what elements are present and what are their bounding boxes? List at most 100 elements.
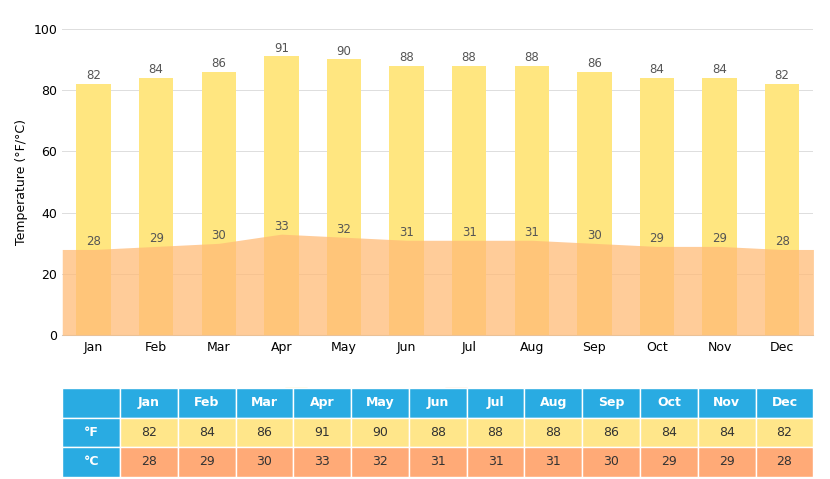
Text: 31: 31 bbox=[525, 226, 540, 239]
Bar bbox=[640, 78, 674, 335]
Bar bbox=[640, 447, 698, 477]
Bar bbox=[293, 447, 351, 477]
Text: 84: 84 bbox=[198, 426, 215, 439]
Text: 32: 32 bbox=[336, 223, 351, 236]
Text: 28: 28 bbox=[777, 456, 793, 468]
Bar bbox=[178, 388, 236, 418]
Text: 33: 33 bbox=[315, 456, 330, 468]
Legend: Average Temp(°F), Average Temp(°C): Average Temp(°F), Average Temp(°C) bbox=[281, 385, 594, 405]
Bar bbox=[466, 388, 525, 418]
Bar bbox=[409, 388, 466, 418]
Text: 84: 84 bbox=[712, 63, 727, 76]
Bar bbox=[640, 418, 698, 447]
Y-axis label: Temperature (°F/°C): Temperature (°F/°C) bbox=[15, 119, 28, 245]
Bar bbox=[62, 447, 120, 477]
Text: 88: 88 bbox=[545, 426, 561, 439]
Text: 84: 84 bbox=[149, 63, 164, 76]
Text: Oct: Oct bbox=[657, 396, 681, 409]
Bar bbox=[583, 418, 640, 447]
Text: 84: 84 bbox=[661, 426, 677, 439]
Text: 82: 82 bbox=[774, 69, 789, 82]
Text: 33: 33 bbox=[274, 219, 289, 233]
Bar bbox=[236, 418, 293, 447]
Bar bbox=[515, 66, 549, 335]
Text: 31: 31 bbox=[461, 226, 476, 239]
Text: 31: 31 bbox=[488, 456, 504, 468]
Bar bbox=[139, 78, 173, 335]
Text: 90: 90 bbox=[372, 426, 388, 439]
Bar bbox=[236, 447, 293, 477]
Text: 29: 29 bbox=[649, 232, 664, 245]
Text: 88: 88 bbox=[461, 51, 476, 64]
Text: 82: 82 bbox=[777, 426, 793, 439]
Bar bbox=[466, 447, 525, 477]
Bar bbox=[409, 418, 466, 447]
Bar bbox=[178, 418, 236, 447]
Text: 88: 88 bbox=[487, 426, 504, 439]
Text: 84: 84 bbox=[649, 63, 664, 76]
Bar bbox=[577, 72, 612, 335]
Text: 86: 86 bbox=[603, 426, 619, 439]
Bar bbox=[452, 66, 486, 335]
Bar bbox=[698, 418, 755, 447]
Bar bbox=[583, 447, 640, 477]
Bar bbox=[583, 388, 640, 418]
Text: 84: 84 bbox=[719, 426, 735, 439]
Bar bbox=[525, 388, 583, 418]
Bar bbox=[351, 418, 409, 447]
Bar bbox=[409, 447, 466, 477]
Bar bbox=[755, 388, 813, 418]
Text: 31: 31 bbox=[430, 456, 446, 468]
Bar bbox=[76, 84, 110, 335]
Text: 29: 29 bbox=[719, 456, 735, 468]
Text: 30: 30 bbox=[587, 229, 602, 242]
Text: 28: 28 bbox=[86, 235, 101, 248]
Bar bbox=[755, 418, 813, 447]
Bar bbox=[202, 72, 236, 335]
Bar bbox=[264, 57, 299, 335]
Text: 86: 86 bbox=[587, 57, 602, 70]
Text: 29: 29 bbox=[661, 456, 676, 468]
Text: Nov: Nov bbox=[713, 396, 740, 409]
Text: 91: 91 bbox=[274, 42, 289, 55]
Text: 91: 91 bbox=[315, 426, 330, 439]
Bar bbox=[62, 418, 120, 447]
Bar bbox=[351, 388, 409, 418]
Text: Dec: Dec bbox=[771, 396, 798, 409]
Text: 31: 31 bbox=[399, 226, 414, 239]
Bar bbox=[698, 388, 755, 418]
Text: 82: 82 bbox=[86, 69, 101, 82]
Text: Jan: Jan bbox=[138, 396, 160, 409]
Text: 86: 86 bbox=[256, 426, 272, 439]
Text: 86: 86 bbox=[212, 57, 227, 70]
Text: 30: 30 bbox=[256, 456, 272, 468]
Bar bbox=[293, 418, 351, 447]
Text: Feb: Feb bbox=[194, 396, 219, 409]
Bar bbox=[640, 388, 698, 418]
Bar bbox=[62, 388, 120, 418]
Bar bbox=[120, 418, 178, 447]
Text: 32: 32 bbox=[372, 456, 388, 468]
Text: Aug: Aug bbox=[540, 396, 567, 409]
Text: 82: 82 bbox=[141, 426, 157, 439]
Bar bbox=[389, 66, 424, 335]
Text: Jul: Jul bbox=[486, 396, 505, 409]
Bar bbox=[525, 418, 583, 447]
Text: 31: 31 bbox=[545, 456, 561, 468]
Text: Jun: Jun bbox=[427, 396, 449, 409]
Text: 28: 28 bbox=[141, 456, 157, 468]
Text: 88: 88 bbox=[525, 51, 540, 64]
Text: 30: 30 bbox=[212, 229, 226, 242]
Bar bbox=[525, 447, 583, 477]
Bar bbox=[702, 78, 737, 335]
Text: 90: 90 bbox=[336, 45, 351, 58]
Bar bbox=[178, 447, 236, 477]
Text: °C: °C bbox=[83, 456, 99, 468]
Bar bbox=[327, 59, 361, 335]
Bar bbox=[698, 447, 755, 477]
Bar bbox=[351, 447, 409, 477]
Bar bbox=[466, 418, 525, 447]
Text: May: May bbox=[366, 396, 394, 409]
Text: 30: 30 bbox=[603, 456, 619, 468]
Text: 88: 88 bbox=[399, 51, 414, 64]
